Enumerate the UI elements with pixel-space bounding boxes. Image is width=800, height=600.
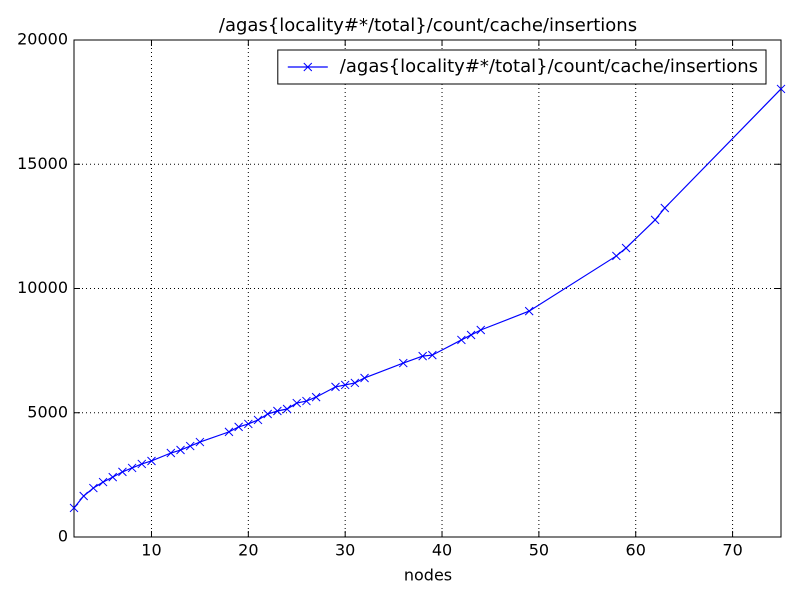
data-point [79, 491, 89, 501]
data-point [243, 419, 253, 429]
data-point [127, 463, 137, 473]
data-point [398, 358, 408, 368]
y-tick-label: 10000 [17, 278, 68, 297]
legend: /agas{locality#*/total}/count/cache/inse… [277, 49, 767, 85]
y-tick-label: 0 [58, 527, 68, 546]
data-point [302, 396, 311, 406]
x-tick-label: 40 [432, 541, 452, 560]
data-point [253, 415, 263, 425]
x-tick-label: 70 [722, 541, 742, 560]
data-point [466, 330, 476, 340]
chart-title: /agas{locality#*/total}/count/cache/inse… [219, 15, 637, 36]
data-point [292, 398, 302, 408]
data-point [331, 382, 340, 392]
data-point [176, 445, 185, 455]
data-point [137, 459, 147, 469]
data-point [263, 409, 273, 419]
data-point [650, 215, 660, 225]
data-point [166, 448, 176, 458]
data-point [282, 404, 292, 414]
x-tick-label: 60 [626, 541, 646, 560]
y-tick-label: 20000 [17, 30, 68, 49]
data-point [360, 373, 369, 383]
data-point [118, 467, 127, 477]
x-tick-label: 30 [335, 541, 355, 560]
data-point [195, 437, 205, 447]
data-point [98, 477, 108, 487]
x-tick-label: 50 [529, 541, 549, 560]
y-tick-label: 5000 [27, 402, 68, 421]
data-point [350, 378, 360, 388]
data-point [524, 306, 534, 316]
data-point [612, 251, 621, 261]
data-line [73, 88, 782, 509]
data-point [185, 441, 195, 451]
data-point [273, 406, 282, 416]
data-point [457, 335, 466, 345]
x-tick-label: 20 [238, 541, 258, 560]
data-point [69, 503, 79, 513]
data-point [224, 427, 234, 437]
y-tick-label: 15000 [17, 154, 68, 173]
data-point [621, 243, 631, 253]
data-point [108, 472, 118, 482]
data-point [311, 392, 321, 402]
data-point [340, 380, 350, 390]
data-point [476, 325, 486, 335]
data-point [776, 84, 786, 94]
data-point [89, 483, 98, 493]
data-point [234, 422, 243, 432]
x-tick-label: 10 [141, 541, 161, 560]
legend-marker [303, 62, 313, 72]
legend-label: /agas{locality#*/total}/count/cache/inse… [340, 56, 758, 77]
x-axis-label: nodes [404, 566, 452, 585]
plot-frame [73, 39, 782, 538]
data-point [427, 350, 437, 360]
legend-box [277, 49, 767, 85]
data-point [147, 456, 156, 466]
data-point [418, 351, 428, 361]
data-point [660, 203, 670, 213]
